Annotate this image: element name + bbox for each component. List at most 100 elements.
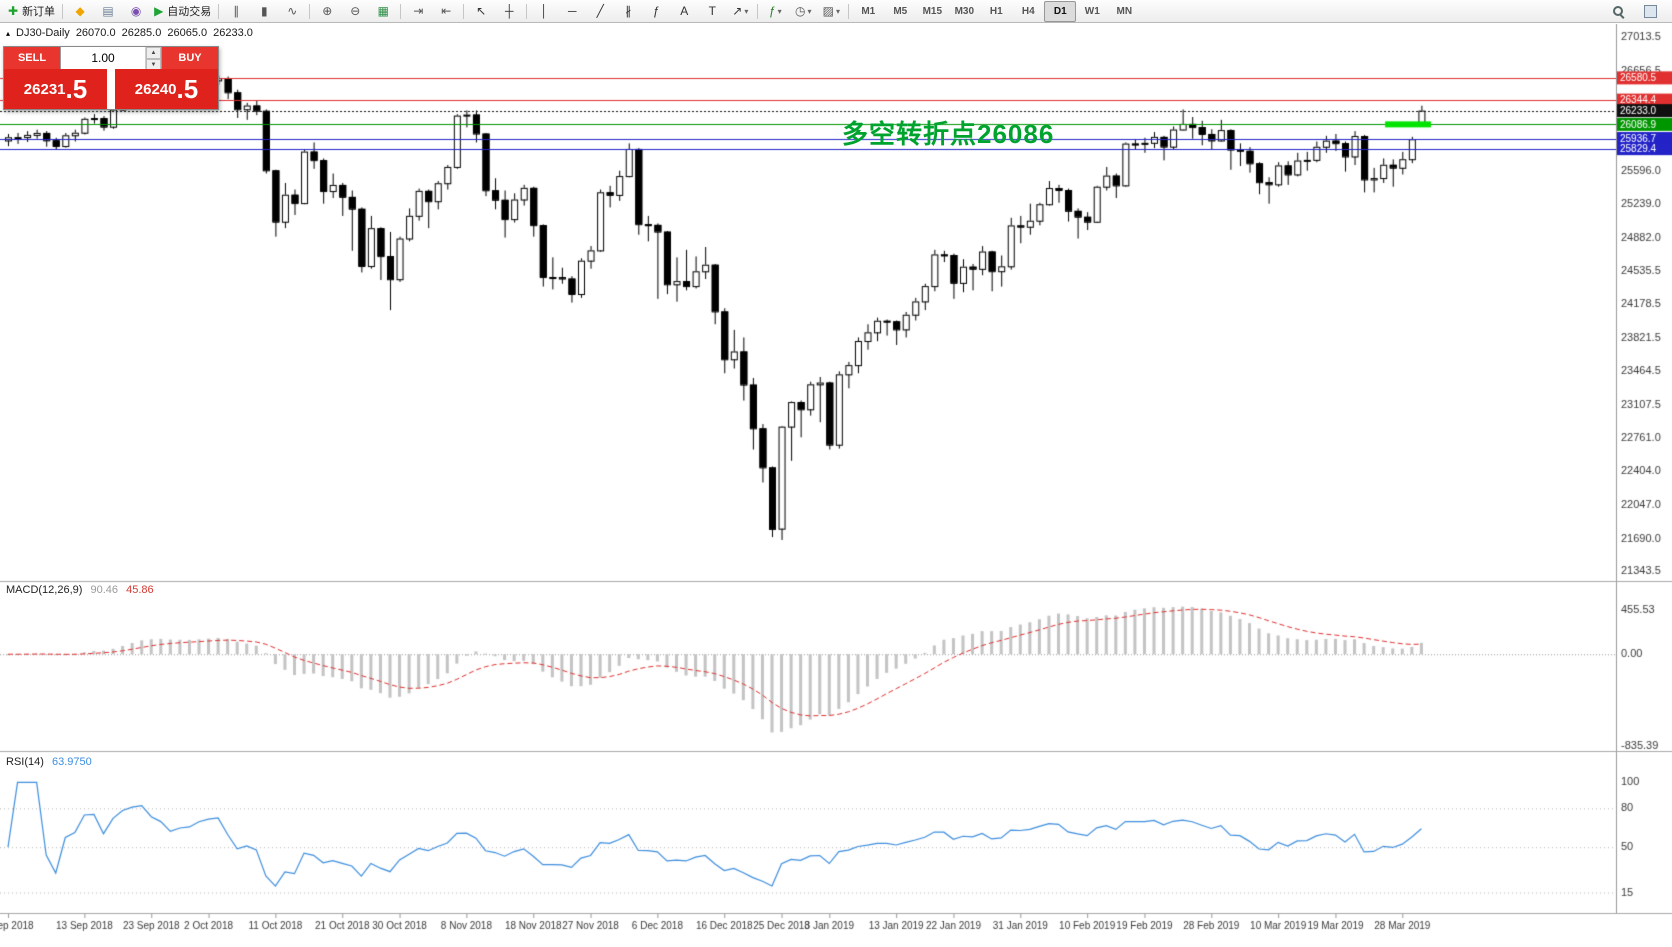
autotrading-button: ▶: [154, 4, 164, 18]
macd-indicator-label: MACD(12,26,9) 90.46 45.86: [6, 584, 154, 596]
low-value: 26065.0: [167, 27, 208, 39]
print-icon: ▤: [102, 4, 114, 18]
one-click-trading-panel: SELL 1.00 ▲ ▼ BUY 26231 .5 26240 .5: [3, 46, 219, 110]
new-order-button: ✚: [8, 4, 19, 18]
text-label-icon: T: [708, 4, 716, 18]
close-value: 26233.0: [213, 27, 253, 39]
caret-icon: ▾: [777, 6, 782, 16]
symbol-period-label: DJ30-Daily: [16, 27, 70, 39]
open-value: 26070.0: [75, 27, 116, 39]
timeframe-H1-button[interactable]: H1: [989, 5, 1003, 17]
panels-button[interactable]: [1636, 1, 1664, 22]
indicators-icon: ƒ: [768, 4, 776, 18]
crosshair-icon: ┼: [505, 4, 514, 18]
auto-scroll-icon[interactable]: ⇥: [404, 1, 432, 22]
buy-price-big: .5: [176, 74, 199, 104]
sell-price-button[interactable]: 26231 .5: [4, 69, 107, 109]
timeframe-W1-button[interactable]: W1: [1084, 5, 1100, 17]
trade-header-row: SELL 1.00 ▲ ▼ BUY: [4, 47, 218, 71]
new-order-button-label: 新订单: [22, 6, 56, 18]
timeframe-M5-button[interactable]: M5: [893, 5, 908, 17]
zoom-in-icon: ⊕: [322, 4, 333, 18]
autotrading-button-label: 自动交易: [167, 6, 212, 18]
arrows-icon[interactable]: ↗ ▾: [726, 1, 754, 22]
tile-windows-icon[interactable]: ▦: [369, 1, 397, 22]
caret-icon: ▾: [835, 6, 840, 16]
macd-value: 90.46: [90, 584, 119, 596]
rsi-indicator-label: RSI(14) 63.9750: [6, 756, 92, 768]
print-icon[interactable]: ▤: [94, 1, 122, 22]
toolbar-separator: [400, 3, 402, 19]
timeframe-M15-button[interactable]: M15: [922, 5, 943, 17]
toolbar-separator: [62, 3, 64, 19]
expander-icon[interactable]: ▴: [6, 28, 11, 38]
toolbar-separator: [848, 3, 850, 19]
text-icon[interactable]: A: [670, 1, 698, 22]
chart-shift-icon: ⇤: [441, 4, 452, 18]
candlestick-chart-icon[interactable]: ▮: [250, 1, 278, 22]
zoom-out-icon[interactable]: ⊖: [341, 1, 369, 22]
pivot-annotation-text[interactable]: 多空转折点26086: [842, 119, 1055, 149]
text-icon: A: [680, 4, 689, 18]
horizontal-line-icon: ─: [568, 4, 577, 18]
timeframe-MN-button[interactable]: MN: [1116, 5, 1133, 17]
periods-icon[interactable]: ◷ ▾: [789, 1, 817, 22]
tile-windows-icon: ▦: [377, 4, 389, 18]
rsi-value: 63.9750: [51, 756, 92, 768]
search-icon: [1612, 5, 1625, 18]
trade-price-row: 26231 .5 26240 .5: [4, 69, 218, 109]
toolbar-right-group: [1604, 1, 1668, 22]
autotrading-button[interactable]: ▶ 自动交易: [150, 1, 215, 22]
data-window-icon[interactable]: ◉: [122, 1, 150, 22]
search-button[interactable]: [1604, 1, 1632, 22]
templates-icon[interactable]: ▨ ▾: [817, 1, 845, 22]
equidistant-channel-icon: ∦: [625, 4, 632, 18]
trendline-icon: ╱: [596, 4, 604, 18]
text-label-icon[interactable]: T: [698, 1, 726, 22]
sell-price-main: 26231: [23, 80, 66, 98]
buy-price-button[interactable]: 26240 .5: [115, 69, 218, 109]
sell-button[interactable]: SELL: [4, 47, 60, 69]
toolbar-items: ✚ 新订单 ◆ ▤ ◉ ▶ 自动交易 ∥ ▮ ∿ ⊕ ⊖ ▦ ⇥ ⇤ ↖ ┼ │ ─ ╱ ∦ ƒ A T ↗ ▾ ƒ ▾ ◷ ▾ ▨ ▾ M1 M…: [4, 0, 1604, 22]
line-chart-icon: ∿: [287, 4, 298, 18]
vertical-line-icon[interactable]: │: [530, 1, 558, 22]
timeframe-M1-button[interactable]: M1: [861, 5, 876, 17]
crosshair-icon[interactable]: ┼: [495, 1, 523, 22]
toolbar-separator: [526, 3, 528, 19]
periods-icon: ◷: [795, 4, 806, 18]
volume-up-button[interactable]: ▲: [146, 47, 161, 59]
mql5-community-icon[interactable]: ◆: [66, 1, 94, 22]
chart-shift-icon[interactable]: ⇤: [432, 1, 460, 22]
caret-icon: ▾: [744, 6, 749, 16]
bar-chart-icon[interactable]: ∥: [222, 1, 250, 22]
zoom-out-icon: ⊖: [350, 4, 361, 18]
arrows-icon: ↗: [732, 4, 743, 18]
macd-name: MACD(12,26,9): [6, 584, 83, 596]
chart-ohlc-readout: ▴ DJ30-Daily 26070.0 26285.0 26065.0 262…: [6, 27, 253, 39]
sell-price-big: .5: [65, 74, 88, 104]
volume-field[interactable]: 1.00 ▲ ▼: [60, 47, 162, 71]
zoom-in-icon[interactable]: ⊕: [313, 1, 341, 22]
chart-canvas[interactable]: [0, 24, 1672, 947]
toolbar-separator: [309, 3, 311, 19]
volume-value[interactable]: 1.00: [91, 51, 115, 65]
cursor-icon[interactable]: ↖: [467, 1, 495, 22]
timeframe-D1-button[interactable]: D1: [1044, 0, 1077, 22]
fibonacci-icon: ƒ: [652, 4, 660, 18]
indicators-icon[interactable]: ƒ ▾: [761, 1, 789, 22]
candlestick-chart-icon: ▮: [260, 4, 268, 18]
price-divider: [107, 69, 115, 109]
horizontal-line-icon[interactable]: ─: [558, 1, 586, 22]
fibonacci-icon[interactable]: ƒ: [642, 1, 670, 22]
macd-signal-value: 45.86: [126, 584, 154, 596]
main-toolbar: ✚ 新订单 ◆ ▤ ◉ ▶ 自动交易 ∥ ▮ ∿ ⊕ ⊖ ▦ ⇥ ⇤ ↖ ┼ │ ─ ╱ ∦ ƒ A T ↗ ▾ ƒ ▾ ◷ ▾ ▨ ▾ M1 M…: [0, 0, 1672, 23]
trendline-icon[interactable]: ╱: [586, 1, 614, 22]
timeframe-M30-button[interactable]: M30: [954, 5, 975, 17]
equidistant-channel-icon[interactable]: ∦: [614, 1, 642, 22]
volume-stepper: ▲ ▼: [145, 47, 161, 71]
timeframe-H4-button[interactable]: H4: [1021, 5, 1035, 17]
rsi-name: RSI(14): [6, 756, 44, 768]
buy-button[interactable]: BUY: [162, 47, 218, 69]
new-order-button[interactable]: ✚ 新订单: [4, 1, 59, 22]
line-chart-icon[interactable]: ∿: [278, 1, 306, 22]
